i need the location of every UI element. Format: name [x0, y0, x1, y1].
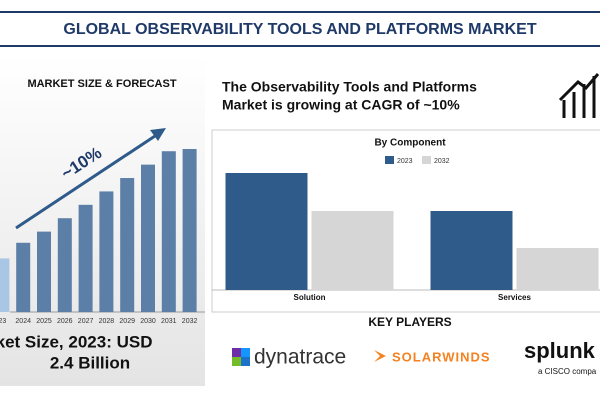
logo-solarwinds: SOLARWINDS	[392, 349, 491, 364]
x-tick-label: 2029	[119, 318, 135, 325]
growth-arrow	[15, 132, 159, 230]
x-tick-label: 2027	[78, 318, 94, 325]
bar	[120, 178, 135, 312]
bar	[78, 204, 93, 312]
x-tick-label: Solution	[294, 293, 326, 302]
summary-line: 2.4 Billion	[50, 353, 130, 372]
x-tick-label: 23	[0, 318, 6, 325]
arrow-head	[150, 128, 166, 141]
page-title: GLOBAL OBSERVABILITY TOOLS AND PLATFORMS…	[63, 21, 536, 38]
bar	[430, 211, 513, 290]
bar	[16, 242, 31, 312]
x-tick-label: 2025	[36, 318, 52, 325]
x-tick-label: 2026	[57, 318, 73, 325]
legend-swatch	[422, 156, 431, 164]
bar	[225, 173, 308, 290]
solarwinds-icon	[374, 350, 386, 362]
bar	[0, 258, 10, 312]
chart-title: By Component	[374, 138, 446, 149]
x-tick-label: 2030	[140, 318, 156, 325]
bar	[182, 149, 197, 312]
bar	[57, 218, 72, 312]
dynatrace-icon	[232, 348, 250, 366]
x-tick-label: 2024	[15, 318, 31, 325]
bar	[37, 231, 51, 312]
logo-splunk: splunk	[524, 338, 596, 363]
key-players-title: KEY PLAYERS	[368, 315, 451, 329]
bar	[516, 248, 599, 290]
growth-icon	[558, 73, 600, 118]
bar	[141, 164, 155, 312]
summary-line: arket Size, 2023: USD	[0, 332, 152, 351]
bar	[161, 151, 176, 312]
bar	[99, 191, 114, 312]
legend-label: 2032	[434, 158, 450, 165]
logo-dynatrace: dynatrace	[254, 346, 346, 369]
logo-tagline: a CISCO compa	[538, 367, 597, 376]
headline: The Observability Tools and Platforms	[222, 79, 477, 95]
bar	[311, 211, 394, 290]
headline: Market is growing at CAGR of ~10%	[222, 97, 460, 113]
x-tick-label: 2032	[182, 318, 198, 325]
x-tick-label: Services	[498, 293, 531, 302]
x-tick-label: 2031	[161, 318, 177, 325]
legend-label: 2023	[397, 158, 413, 165]
x-tick-label: 2028	[99, 318, 115, 325]
left-heading: MARKET SIZE & FORECAST	[27, 78, 176, 90]
legend-swatch	[385, 156, 394, 164]
